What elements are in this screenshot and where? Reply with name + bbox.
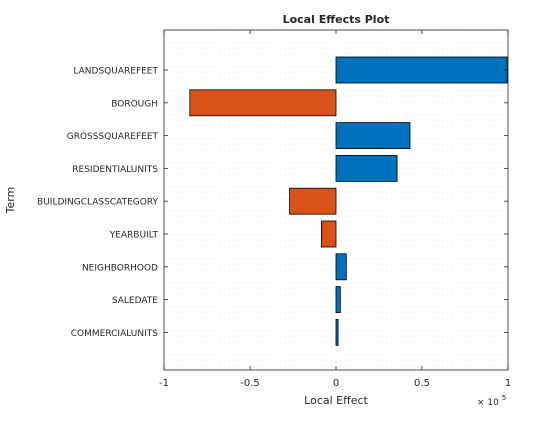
bar-residentialunits — [335, 154, 398, 182]
y-tick-label: BOROUGH — [111, 99, 158, 109]
y-tick-label: YEARBUILT — [109, 231, 159, 241]
y-tick-label: COMMERCIALUNITS — [71, 329, 159, 339]
bar-landsquarefeet — [335, 56, 508, 84]
y-tick-label: BUILDINGCLASSCATEGORY — [37, 198, 158, 208]
x-tick-label: -0.5 — [240, 378, 260, 389]
bar-neighborhood — [335, 253, 347, 281]
bar-yearbuilt — [320, 220, 337, 248]
axis-ticks: -1 -0.5 0 0.5 1 LANDSQUAREFEET BOROUGH GROSSSQU… — [37, 30, 511, 389]
y-tick-label: RESIDENTIALUNITS — [72, 165, 158, 175]
x-exponent: × 10 5 — [477, 394, 506, 408]
y-tick-label: SALEDATE — [112, 296, 158, 306]
x-tick-label: 0.5 — [414, 378, 430, 389]
bar-grosssquarefeet — [335, 122, 411, 149]
x-tick-label: 1 — [505, 378, 511, 389]
x-tick-label: -1 — [159, 378, 169, 389]
bar-commercialunits — [335, 318, 339, 346]
x-tick-label: 0 — [333, 378, 339, 389]
x-axis-label: Local Effect — [304, 394, 368, 407]
y-axis-label: Term — [4, 187, 17, 215]
bar-buildingclasscategory — [289, 187, 337, 215]
bar-saledate — [335, 286, 341, 314]
bars — [189, 56, 508, 346]
x-exponent-base: × 10 — [477, 398, 499, 408]
y-tick-label: NEIGHBORHOOD — [82, 263, 158, 273]
bar-borough — [189, 89, 337, 117]
y-tick-label: LANDSQUAREFEET — [73, 67, 158, 77]
y-tick-label: GROSSSQUAREFEET — [67, 132, 159, 142]
chart-title: Local Effects Plot — [283, 13, 390, 26]
x-exponent-power: 5 — [502, 394, 506, 402]
